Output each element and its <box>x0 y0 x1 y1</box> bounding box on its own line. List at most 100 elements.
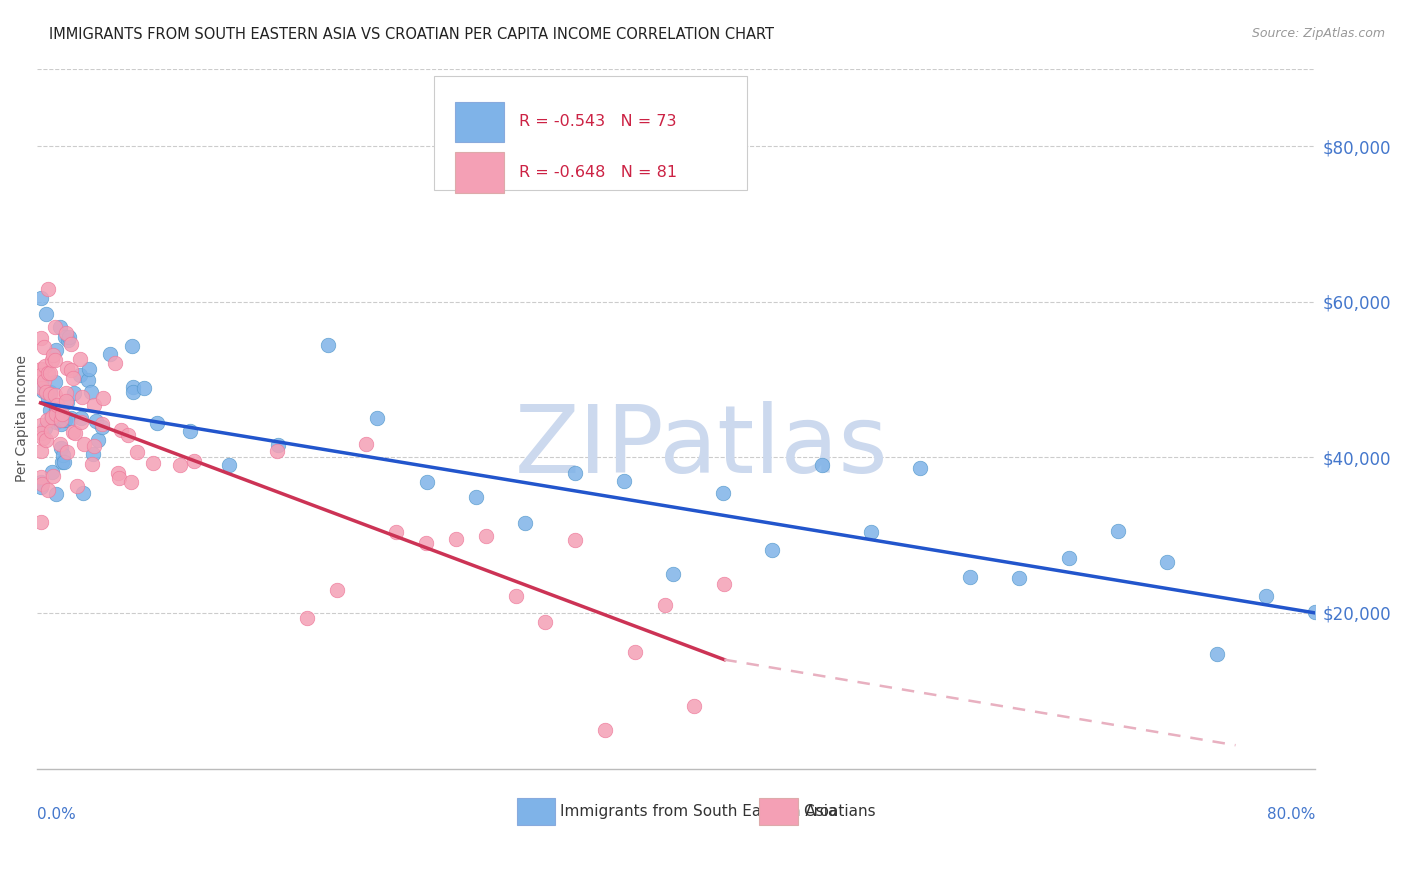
FancyBboxPatch shape <box>516 798 555 824</box>
Point <box>83 398 105 412</box>
Point <box>505 589 527 603</box>
Point <box>30 377 52 392</box>
Point <box>80 458 103 472</box>
Point <box>415 536 437 550</box>
Text: Source: ZipAtlas.com: Source: ZipAtlas.com <box>1251 27 1385 40</box>
Point <box>69 352 91 367</box>
Point <box>683 699 706 714</box>
Point <box>39 403 62 417</box>
Point <box>564 467 586 481</box>
Point <box>134 381 156 395</box>
Point <box>91 391 114 405</box>
Text: 0.0%: 0.0% <box>38 807 76 822</box>
Point <box>77 373 100 387</box>
Point <box>179 424 201 438</box>
Point <box>366 410 388 425</box>
Point <box>45 416 67 430</box>
Point <box>30 362 52 376</box>
Point <box>31 477 53 491</box>
Point <box>41 469 63 483</box>
Point <box>55 394 77 409</box>
Point <box>51 441 73 455</box>
Point <box>32 340 55 354</box>
Point <box>38 385 60 400</box>
Point <box>117 427 139 442</box>
Point <box>58 333 80 347</box>
Point <box>45 407 67 421</box>
Point <box>66 479 89 493</box>
Point <box>77 362 100 376</box>
Point <box>1156 555 1178 569</box>
Point <box>662 567 685 582</box>
Point <box>34 359 56 373</box>
Point <box>60 410 83 425</box>
Text: ZIPatlas: ZIPatlas <box>515 401 889 492</box>
Point <box>44 353 66 368</box>
Point <box>90 417 112 431</box>
Point <box>711 485 734 500</box>
Text: Immigrants from South Eastern Asia: Immigrants from South Eastern Asia <box>560 805 838 820</box>
Point <box>654 598 676 612</box>
FancyBboxPatch shape <box>433 76 747 190</box>
Point <box>30 515 52 529</box>
Point <box>30 444 52 458</box>
Point <box>45 398 67 412</box>
Point <box>110 424 132 438</box>
Point <box>120 475 142 490</box>
Point <box>1057 551 1080 566</box>
Point <box>60 363 83 377</box>
Point <box>45 487 67 501</box>
Point <box>58 330 80 344</box>
Point <box>1205 647 1227 661</box>
Point <box>385 524 408 539</box>
Point <box>103 356 125 370</box>
Point <box>37 392 59 407</box>
Point <box>62 371 84 385</box>
Point <box>42 347 65 361</box>
Point <box>62 425 84 439</box>
Point <box>70 416 93 430</box>
Point <box>56 361 79 376</box>
Point <box>48 403 70 417</box>
Point <box>122 385 145 400</box>
Point <box>316 337 339 351</box>
Point <box>35 385 58 400</box>
Point <box>564 533 586 547</box>
Point <box>39 366 62 380</box>
Point <box>465 490 488 504</box>
Y-axis label: Per Capita Income: Per Capita Income <box>15 355 30 482</box>
Point <box>55 326 77 341</box>
Point <box>70 411 93 425</box>
Point <box>63 385 86 400</box>
Point <box>613 474 636 488</box>
FancyBboxPatch shape <box>759 798 797 824</box>
Point <box>59 337 82 351</box>
Point <box>325 582 347 597</box>
Point <box>44 387 66 401</box>
Point <box>31 381 53 395</box>
Point <box>266 444 288 458</box>
Point <box>72 485 94 500</box>
Point <box>35 385 58 400</box>
Point <box>37 367 59 381</box>
Point <box>125 445 148 459</box>
FancyBboxPatch shape <box>456 102 503 142</box>
Point <box>32 431 55 445</box>
Point <box>91 420 114 434</box>
Point <box>80 384 103 399</box>
Point <box>53 413 76 427</box>
Point <box>761 543 783 558</box>
Point <box>267 437 290 451</box>
Point <box>53 455 76 469</box>
Point <box>107 466 129 480</box>
Point <box>593 723 616 737</box>
Point <box>295 611 318 625</box>
Point <box>624 644 647 658</box>
Point <box>859 525 882 540</box>
Point <box>52 413 75 427</box>
Point <box>30 417 52 432</box>
Point <box>30 291 52 305</box>
Point <box>713 577 735 591</box>
Point <box>30 480 52 494</box>
Point <box>56 395 79 409</box>
